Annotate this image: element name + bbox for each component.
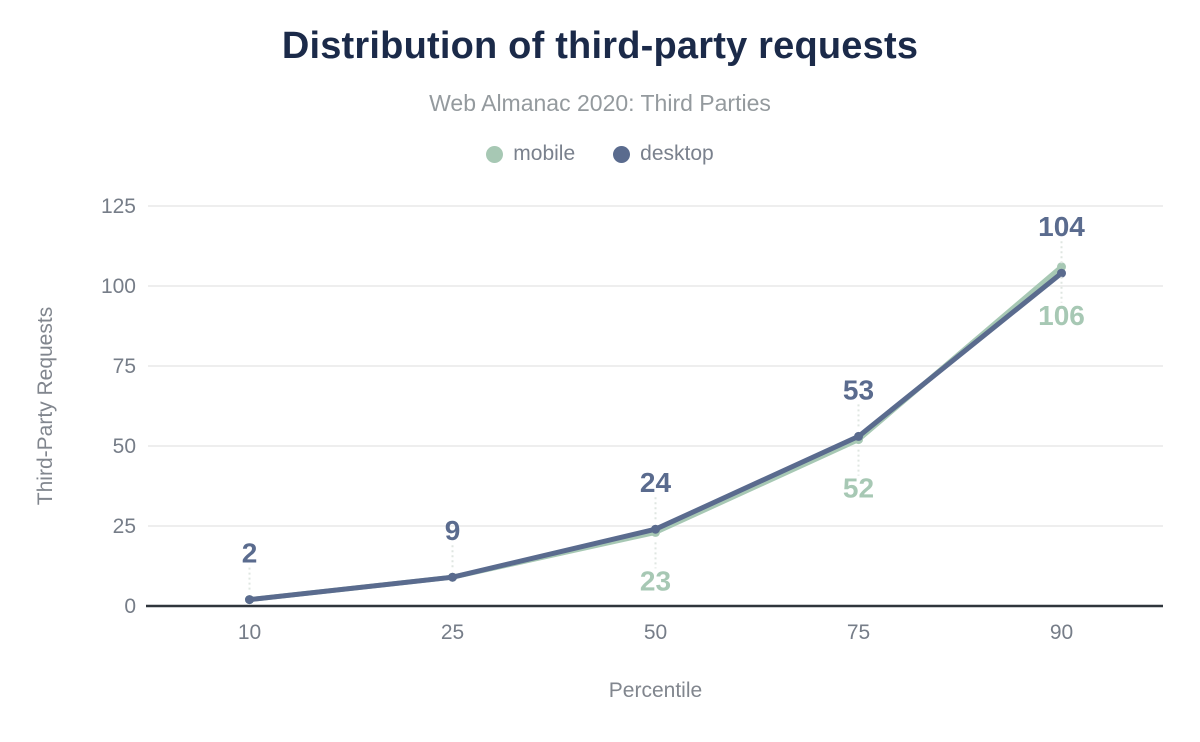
data-point-desktop-p25 [448, 572, 457, 582]
data-label-desktop-p90: 104 [1038, 211, 1085, 242]
data-point-desktop-p50 [651, 524, 660, 534]
legend-item-desktop[interactable]: desktop [613, 142, 714, 166]
y-tick-label-0: 0 [124, 595, 136, 618]
data-label-mobile-p50: 23 [640, 565, 671, 596]
y-tick-label-25: 25 [113, 515, 136, 538]
data-label-desktop-p75: 53 [843, 374, 874, 405]
legend-item-mobile[interactable]: mobile [486, 142, 575, 166]
y-tick-label-100: 100 [101, 275, 136, 298]
y-axis-tick-labels: 0 25 50 75 100 125 [101, 195, 136, 618]
data-label-desktop-p50: 24 [640, 467, 672, 498]
x-tick-label-50: 50 [644, 621, 667, 644]
x-axis-title: Percentile [609, 679, 702, 702]
y-tick-label-125: 125 [101, 195, 136, 218]
data-point-mobile-p90 [1057, 262, 1066, 272]
data-label-mobile-p90: 106 [1038, 300, 1085, 331]
desktop-series-swatch-icon [613, 145, 631, 163]
x-axis-tick-labels: 10 25 50 75 90 [238, 621, 1073, 644]
legend: mobile desktop [0, 142, 1200, 166]
data-label-desktop-p25: 9 [445, 515, 461, 546]
data-point-desktop-p10 [245, 595, 254, 605]
legend-label-mobile: mobile [513, 142, 576, 165]
x-tick-label-90: 90 [1050, 621, 1073, 644]
series-line-mobile [247, 264, 1064, 603]
mobile-series-swatch-icon [486, 145, 504, 163]
x-tick-label-75: 75 [847, 621, 870, 644]
data-label-mobile-p75: 52 [843, 473, 874, 504]
chart-title: Distribution of third-party requests [281, 25, 919, 67]
data-point-desktop-p90 [1057, 268, 1066, 278]
data-labels-mobile: 23 52 106 [640, 276, 1085, 596]
y-tick-label-50: 50 [113, 435, 136, 458]
data-labels-desktop: 2 9 24 53 104 [242, 211, 1085, 590]
y-tick-label-75: 75 [113, 355, 136, 378]
y-axis-title: Third-Party Requests [34, 307, 57, 505]
data-point-desktop-p75 [854, 431, 863, 441]
x-tick-label-25: 25 [441, 621, 464, 644]
series-line-desktop [247, 270, 1064, 603]
x-tick-label-10: 10 [238, 621, 261, 644]
chart-subtitle: Web Almanac 2020: Third Parties [429, 90, 771, 116]
series-desktop [245, 268, 1066, 605]
data-label-desktop-p10: 2 [242, 538, 258, 569]
legend-label-desktop: desktop [640, 142, 714, 165]
